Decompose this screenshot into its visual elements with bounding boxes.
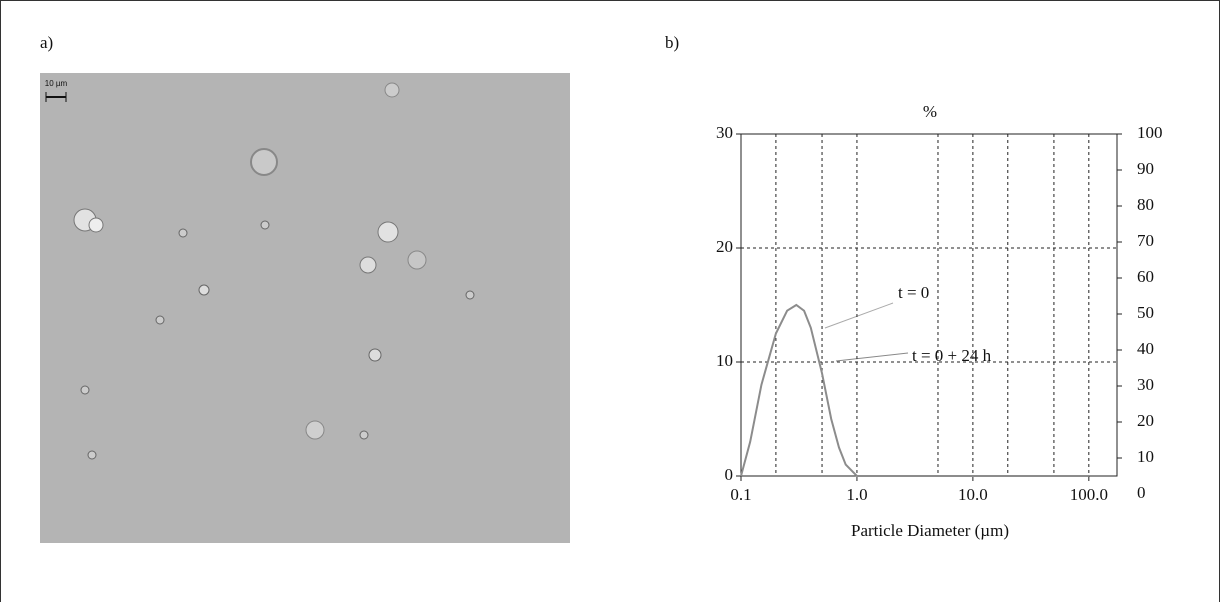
panel-label: a) (40, 33, 53, 52)
x-tick-label: 10.0 (958, 485, 988, 504)
y2-tick-label: 100 (1137, 123, 1163, 142)
data-line (740, 303, 1089, 477)
y2-tick-label: 20 (1137, 411, 1154, 430)
y2-tick-label: 30 (1137, 375, 1154, 394)
micrograph: 10 µm (40, 73, 570, 543)
y-tick-label: 0 (725, 465, 734, 484)
y2-tick-label: 10 (1137, 447, 1154, 466)
x-axis-label: Particle Diameter (µm) (851, 521, 1009, 540)
annotation-arrow (835, 352, 909, 362)
x-tick-label: 0.1 (730, 485, 751, 504)
y-tick-label: 20 (716, 237, 733, 256)
y2-tick-label: 60 (1137, 267, 1154, 286)
y2-tick-label: 0 (1137, 483, 1146, 502)
annotation-arrow (824, 302, 894, 329)
y2-tick-label: 90 (1137, 159, 1154, 178)
y-tick-label: 10 (716, 351, 733, 370)
x-tick-label: 100.0 (1070, 485, 1108, 504)
y-tick-label: 30 (716, 123, 733, 142)
scale-bar-label: 10 µm (45, 79, 68, 88)
y2-tick-label: 40 (1137, 339, 1154, 358)
x-tick-label: 1.0 (846, 485, 867, 504)
y2-tick-label: 50 (1137, 303, 1154, 322)
annotation: t = 0 (898, 283, 929, 302)
y2-tick-label: 70 (1137, 231, 1154, 250)
chart-title: % (923, 102, 937, 121)
annotation: t = 0 + 24 h (912, 346, 992, 365)
panel-label: b) (665, 33, 679, 52)
y2-tick-label: 80 (1137, 195, 1154, 214)
